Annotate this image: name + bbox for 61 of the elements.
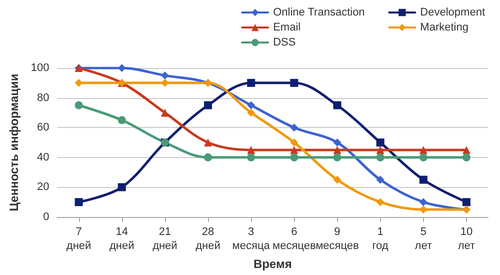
point <box>74 198 83 206</box>
point <box>376 176 384 184</box>
point <box>333 146 342 154</box>
legend-label: Email <box>273 22 301 34</box>
y-tick-label: 60 <box>37 122 50 134</box>
point <box>204 101 212 110</box>
point <box>333 176 342 184</box>
x-tick-label: 6 месяцев <box>272 226 316 252</box>
x-tick-label: 9 месяцев <box>316 226 360 252</box>
y-tick-label: 80 <box>37 92 50 104</box>
y-tick-label: 0 <box>43 211 50 223</box>
x-tick-label: 28 дней <box>196 226 220 252</box>
point <box>333 101 342 110</box>
x-tick-label: 14 дней <box>109 226 134 252</box>
point <box>74 101 83 110</box>
point <box>376 146 384 154</box>
point <box>376 153 384 162</box>
y-tick-label: 20 <box>37 181 50 194</box>
point <box>376 138 384 146</box>
y-tick-label: 40 <box>37 151 50 164</box>
legend-label: Marketing <box>420 22 468 34</box>
point <box>160 108 169 117</box>
point <box>290 146 298 154</box>
point <box>419 198 428 206</box>
point <box>247 146 256 154</box>
x-axis-title: Время <box>253 256 292 271</box>
point <box>118 116 126 124</box>
x-tick-label: 10 лет <box>458 226 476 252</box>
point <box>333 153 342 162</box>
point <box>290 153 298 162</box>
point <box>290 138 298 146</box>
y-axis-title: Ценность информации <box>7 74 21 212</box>
point <box>419 146 428 154</box>
y-tick-label: 100 <box>30 62 50 74</box>
legend-label: DSS <box>273 36 296 48</box>
point <box>118 183 126 192</box>
point <box>290 78 298 87</box>
point <box>419 206 428 214</box>
point <box>419 153 428 162</box>
point <box>247 78 256 87</box>
legend-label: Development <box>420 6 486 18</box>
point <box>247 153 256 162</box>
point <box>462 146 470 154</box>
point <box>419 176 428 184</box>
point <box>204 153 212 162</box>
point <box>333 138 342 146</box>
point <box>462 153 470 162</box>
x-tick-label: 5 лет <box>414 226 432 252</box>
point <box>247 108 256 117</box>
point <box>160 71 169 80</box>
x-tick-label: 3 месяца <box>232 226 271 252</box>
point <box>462 198 470 206</box>
point <box>204 138 212 146</box>
x-tick-label: 21 дней <box>152 226 178 252</box>
point <box>247 101 256 110</box>
point <box>376 198 384 206</box>
x-tick-label: 1 год <box>372 226 389 252</box>
x-tick-label: 7 дней <box>66 226 92 252</box>
point <box>74 78 83 87</box>
legend-label: Online Transaction <box>273 6 365 18</box>
point <box>290 124 298 132</box>
